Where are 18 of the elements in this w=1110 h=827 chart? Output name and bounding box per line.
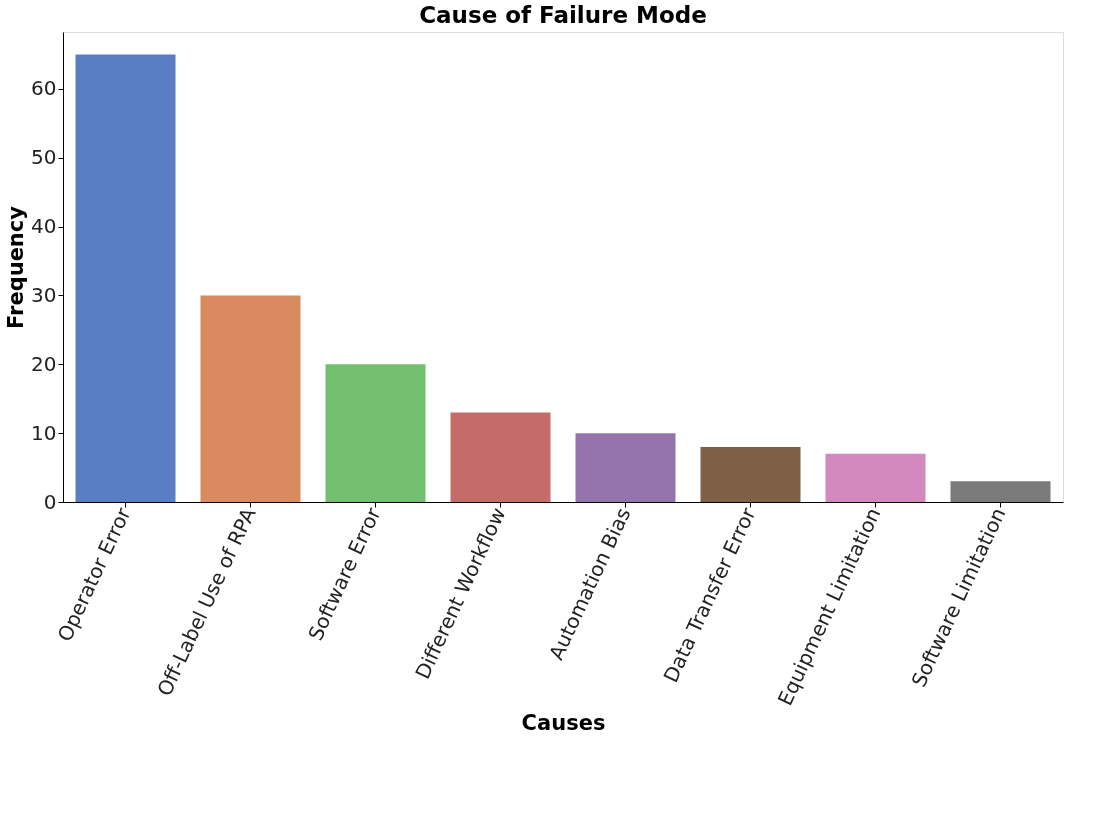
y-tick-label: 60 [31,76,57,101]
bar [700,446,801,502]
y-tick-label: 10 [31,420,57,445]
bar [950,481,1051,502]
y-tick-label: 50 [31,145,57,170]
y-tick-label: 30 [31,282,57,307]
x-axis-title: Causes [521,710,606,735]
y-tick-label: 20 [31,351,57,376]
y-tick-label: 40 [31,214,57,239]
bar [325,364,426,502]
y-axis-title: Frequency [4,205,29,329]
bar [575,433,676,502]
bar [75,54,176,502]
y-tick-label: 0 [43,489,57,514]
bar [450,412,551,502]
bar [825,453,926,502]
bar [200,295,301,502]
chart-title: Cause of Failure Mode [419,2,707,28]
